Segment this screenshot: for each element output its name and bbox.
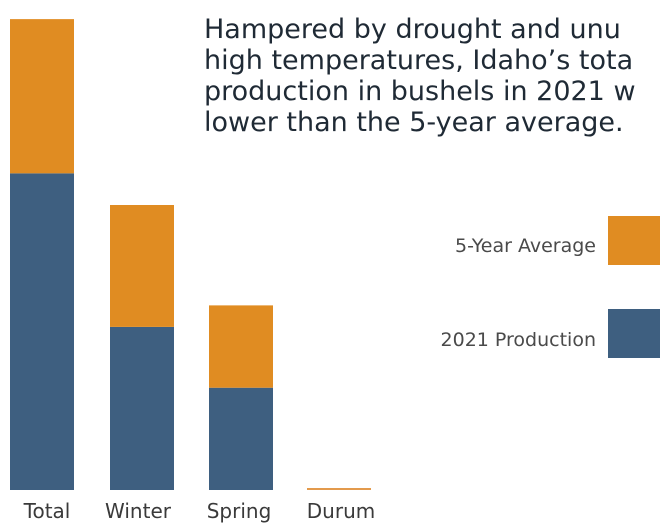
x-tick-label-spring: Spring [207, 499, 272, 523]
x-tick-label-total: Total [23, 499, 71, 523]
legend-swatch-five-year-average [608, 216, 660, 265]
bar-winter-5-year-average [110, 205, 174, 327]
legend-label-2021-production: 2021 Production [441, 329, 596, 351]
bar-spring-5-year-average [209, 305, 273, 388]
legend-label-five-year-average: 5-Year Average [455, 235, 596, 257]
headline-line-4: lower than the 5-year average. [204, 107, 624, 138]
bar-spring-2021-production [209, 387, 273, 490]
x-tick-label-winter: Winter [105, 499, 172, 523]
bar-winter-2021-production [110, 326, 174, 490]
chart-headline: Hampered by drought and unu high tempera… [204, 14, 660, 138]
headline-line-1: Hampered by drought and unu [204, 14, 621, 45]
headline-line-3: production in bushels in 2021 w [204, 76, 636, 107]
bar-total-5-year-average [10, 19, 74, 174]
legend-swatch-2021-production [608, 309, 660, 358]
x-tick-label-durum: Durum [307, 499, 375, 523]
bar-total-2021-production [10, 173, 74, 491]
bar-durum-5-year-average [307, 488, 371, 490]
headline-line-2: high temperatures, Idaho’s tota [204, 45, 634, 76]
